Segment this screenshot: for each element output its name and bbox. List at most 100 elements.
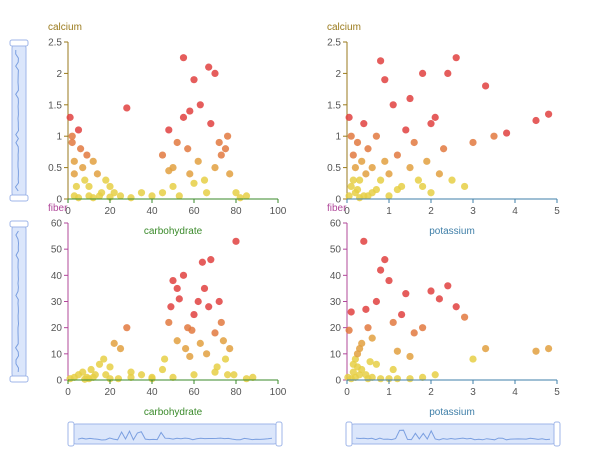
data-point[interactable] bbox=[106, 182, 114, 191]
data-point[interactable] bbox=[79, 368, 87, 376]
data-point[interactable] bbox=[110, 339, 118, 347]
data-point[interactable] bbox=[148, 192, 156, 200]
data-point[interactable] bbox=[173, 138, 181, 147]
data-point[interactable] bbox=[226, 170, 234, 178]
data-point[interactable] bbox=[381, 256, 389, 264]
data-point[interactable] bbox=[364, 145, 372, 153]
data-point[interactable] bbox=[173, 284, 181, 293]
data-point[interactable] bbox=[482, 345, 490, 353]
data-point[interactable] bbox=[402, 126, 410, 134]
data-point[interactable] bbox=[190, 179, 198, 187]
data-point[interactable] bbox=[419, 324, 427, 332]
data-point[interactable] bbox=[137, 371, 146, 379]
data-point[interactable] bbox=[372, 297, 380, 306]
data-point[interactable] bbox=[169, 182, 177, 191]
data-point[interactable] bbox=[89, 194, 97, 202]
range-slider-calcium[interactable] bbox=[9, 39, 29, 202]
data-point[interactable] bbox=[366, 358, 374, 366]
data-point[interactable] bbox=[381, 157, 389, 165]
data-point[interactable] bbox=[419, 373, 427, 381]
slider-handle-bottom[interactable] bbox=[9, 375, 29, 383]
data-point[interactable] bbox=[211, 164, 219, 172]
data-point[interactable] bbox=[85, 182, 93, 191]
data-point[interactable] bbox=[406, 375, 414, 383]
data-point[interactable] bbox=[106, 363, 114, 371]
data-point[interactable] bbox=[377, 176, 385, 184]
data-point[interactable] bbox=[414, 176, 422, 184]
data-point[interactable] bbox=[347, 308, 355, 316]
data-point[interactable] bbox=[198, 258, 206, 266]
data-point[interactable] bbox=[83, 151, 91, 159]
data-point[interactable] bbox=[232, 189, 240, 197]
data-point[interactable] bbox=[100, 355, 108, 363]
data-point[interactable] bbox=[158, 189, 167, 197]
data-point[interactable] bbox=[165, 126, 173, 134]
data-point[interactable] bbox=[179, 54, 188, 62]
data-point[interactable] bbox=[435, 170, 443, 178]
data-point[interactable] bbox=[81, 176, 89, 184]
data-point[interactable] bbox=[175, 192, 183, 200]
data-point[interactable] bbox=[184, 145, 192, 153]
data-point[interactable] bbox=[114, 375, 122, 383]
data-point[interactable] bbox=[81, 375, 89, 383]
data-point[interactable] bbox=[362, 170, 370, 178]
data-point[interactable] bbox=[345, 192, 353, 200]
data-point[interactable] bbox=[186, 170, 194, 178]
data-point[interactable] bbox=[102, 176, 110, 184]
data-point[interactable] bbox=[482, 82, 490, 90]
data-point[interactable] bbox=[217, 318, 225, 327]
range-slider-fiber[interactable] bbox=[9, 220, 29, 383]
data-point[interactable] bbox=[186, 352, 194, 361]
data-point[interactable] bbox=[372, 132, 380, 140]
data-point[interactable] bbox=[242, 375, 251, 383]
data-point[interactable] bbox=[211, 329, 219, 337]
data-point[interactable] bbox=[345, 326, 353, 334]
data-point[interactable] bbox=[452, 54, 460, 62]
data-point[interactable] bbox=[398, 310, 406, 319]
data-point[interactable] bbox=[419, 182, 427, 191]
data-point[interactable] bbox=[406, 164, 414, 172]
data-point[interactable] bbox=[205, 303, 213, 311]
data-point[interactable] bbox=[213, 363, 221, 371]
data-point[interactable] bbox=[362, 305, 370, 313]
data-point[interactable] bbox=[161, 355, 169, 363]
data-point[interactable] bbox=[461, 313, 469, 321]
data-point[interactable] bbox=[102, 371, 110, 379]
data-point[interactable] bbox=[360, 120, 368, 128]
data-point[interactable] bbox=[349, 360, 357, 368]
data-point[interactable] bbox=[89, 157, 97, 165]
data-point[interactable] bbox=[372, 185, 380, 194]
data-point[interactable] bbox=[226, 345, 234, 353]
data-point[interactable] bbox=[116, 192, 125, 200]
data-point[interactable] bbox=[203, 350, 211, 358]
data-point[interactable] bbox=[406, 352, 414, 361]
data-point[interactable] bbox=[165, 318, 173, 327]
slider-handle-right[interactable] bbox=[553, 421, 561, 447]
slider-handle-left[interactable] bbox=[345, 421, 353, 447]
data-point[interactable] bbox=[393, 151, 401, 159]
data-point[interactable] bbox=[368, 334, 376, 342]
data-point[interactable] bbox=[190, 76, 198, 84]
data-point[interactable] bbox=[389, 365, 397, 374]
data-point[interactable] bbox=[423, 157, 431, 165]
data-point[interactable] bbox=[503, 129, 511, 137]
range-slider-carbohydrate[interactable] bbox=[67, 421, 283, 447]
data-point[interactable] bbox=[182, 345, 190, 353]
data-point[interactable] bbox=[158, 365, 167, 374]
data-point[interactable] bbox=[127, 373, 135, 381]
data-point[interactable] bbox=[347, 182, 355, 191]
data-point[interactable] bbox=[469, 138, 477, 147]
data-point[interactable] bbox=[123, 324, 131, 332]
slider-track[interactable] bbox=[11, 224, 27, 379]
data-point[interactable] bbox=[368, 373, 376, 381]
data-point[interactable] bbox=[461, 182, 469, 191]
data-point[interactable] bbox=[232, 237, 240, 245]
data-point[interactable] bbox=[356, 176, 364, 184]
data-point[interactable] bbox=[173, 337, 181, 345]
data-point[interactable] bbox=[70, 170, 78, 178]
data-point[interactable] bbox=[70, 192, 78, 200]
data-point[interactable] bbox=[186, 107, 194, 115]
data-point[interactable] bbox=[68, 132, 76, 140]
data-point[interactable] bbox=[377, 57, 385, 65]
data-point[interactable] bbox=[211, 69, 219, 77]
